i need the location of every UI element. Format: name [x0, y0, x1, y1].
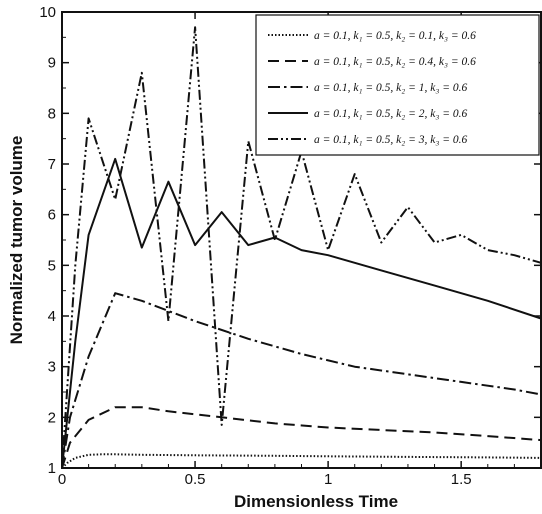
y-tick-label: 2: [48, 409, 56, 426]
axis-ticks: 0 0.5 1 1.5 1 2 3 4 5 6 7 8 9 10: [39, 4, 541, 488]
legend: a = 0.1, k₁ = 0.5, k₂ = 0.1, k₃ = 0.6 a =…: [255, 14, 540, 156]
x-tick-label: 0: [58, 471, 66, 488]
legend-box: [255, 14, 540, 156]
y-tick-label: 4: [48, 308, 56, 325]
y-tick-label: 1: [48, 460, 56, 477]
x-tick-label: 0.5: [185, 471, 206, 488]
x-axis-title: Dimensionless Time: [234, 492, 398, 511]
legend-label-5: a = 0.1, k₁ = 0.5, k₂ = 3, k₃ = 0.6: [314, 134, 467, 146]
legend-label-1: a = 0.1, k₁ = 0.5, k₂ = 0.1, k₃ = 0.6: [314, 30, 476, 42]
y-tick-label: 5: [48, 257, 56, 274]
series-lines: [61, 26, 542, 469]
y-tick-label: 3: [48, 359, 56, 376]
series-line-3: [61, 292, 542, 469]
y-axis-title: Normalized tumor volume: [7, 136, 26, 345]
y-tick-label: 10: [39, 4, 56, 21]
y-tick-label: 6: [48, 207, 56, 224]
series-line-4: [61, 157, 542, 469]
y-tick-label: 9: [48, 55, 56, 72]
legend-label-4: a = 0.1, k₁ = 0.5, k₂ = 2, k₃ = 0.6: [314, 108, 467, 120]
y-tick-label: 7: [48, 156, 56, 173]
legend-label-2: a = 0.1, k₁ = 0.5, k₂ = 0.4, k₃ = 0.6: [314, 56, 476, 68]
x-tick-label: 1: [324, 471, 332, 488]
y-tick-label: 8: [48, 105, 56, 122]
legend-label-3: a = 0.1, k₁ = 0.5, k₂ = 1, k₃ = 0.6: [314, 82, 467, 94]
x-tick-label: 1.5: [451, 471, 472, 488]
